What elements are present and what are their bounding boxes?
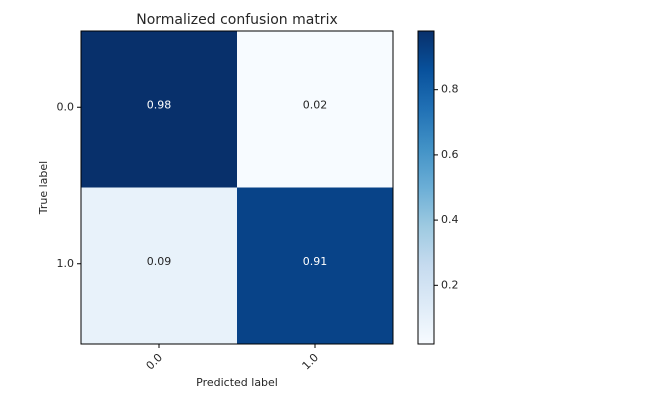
heatmap-cell-0-0 bbox=[81, 31, 237, 188]
heatmap-cell-0-1 bbox=[237, 31, 393, 188]
heatmap-cells: 0.98 0.02 0.09 0.91 bbox=[81, 31, 393, 344]
y-tick-label-1: 1.0 bbox=[57, 257, 75, 270]
colorbar-tick-label-2: 0.6 bbox=[441, 148, 459, 161]
x-tick-label-0: 0.0 bbox=[144, 351, 166, 373]
chart-title: Normalized confusion matrix bbox=[136, 12, 338, 28]
colorbar-tick-label-3: 0.8 bbox=[441, 83, 459, 96]
x-axis-ticks: 0.0 1.0 bbox=[144, 344, 322, 373]
x-tick-label-1: 1.0 bbox=[300, 351, 322, 373]
y-axis-label: True label bbox=[37, 161, 50, 215]
cell-value-label-0-1: 0.02 bbox=[303, 98, 328, 111]
cell-value-label-1-0: 0.09 bbox=[147, 255, 172, 268]
plot-frame bbox=[80, 30, 394, 345]
x-axis-label: Predicted label bbox=[196, 376, 278, 389]
colorbar-tick-label-0: 0.2 bbox=[441, 278, 459, 291]
heatmap-cell-1-1 bbox=[237, 187, 393, 344]
colorbar bbox=[417, 30, 435, 345]
cell-value-label-1-1: 0.91 bbox=[303, 255, 328, 268]
y-tick-label-0: 0.0 bbox=[57, 100, 75, 113]
heatmap-cell-1-0 bbox=[81, 187, 237, 344]
colorbar-tick-label-1: 0.4 bbox=[441, 213, 459, 226]
colorbar-ticks: 0.2 0.4 0.6 0.8 bbox=[434, 83, 459, 291]
y-axis-ticks: 0.0 1.0 bbox=[57, 100, 81, 270]
cell-value-label-0-0: 0.98 bbox=[147, 98, 172, 111]
